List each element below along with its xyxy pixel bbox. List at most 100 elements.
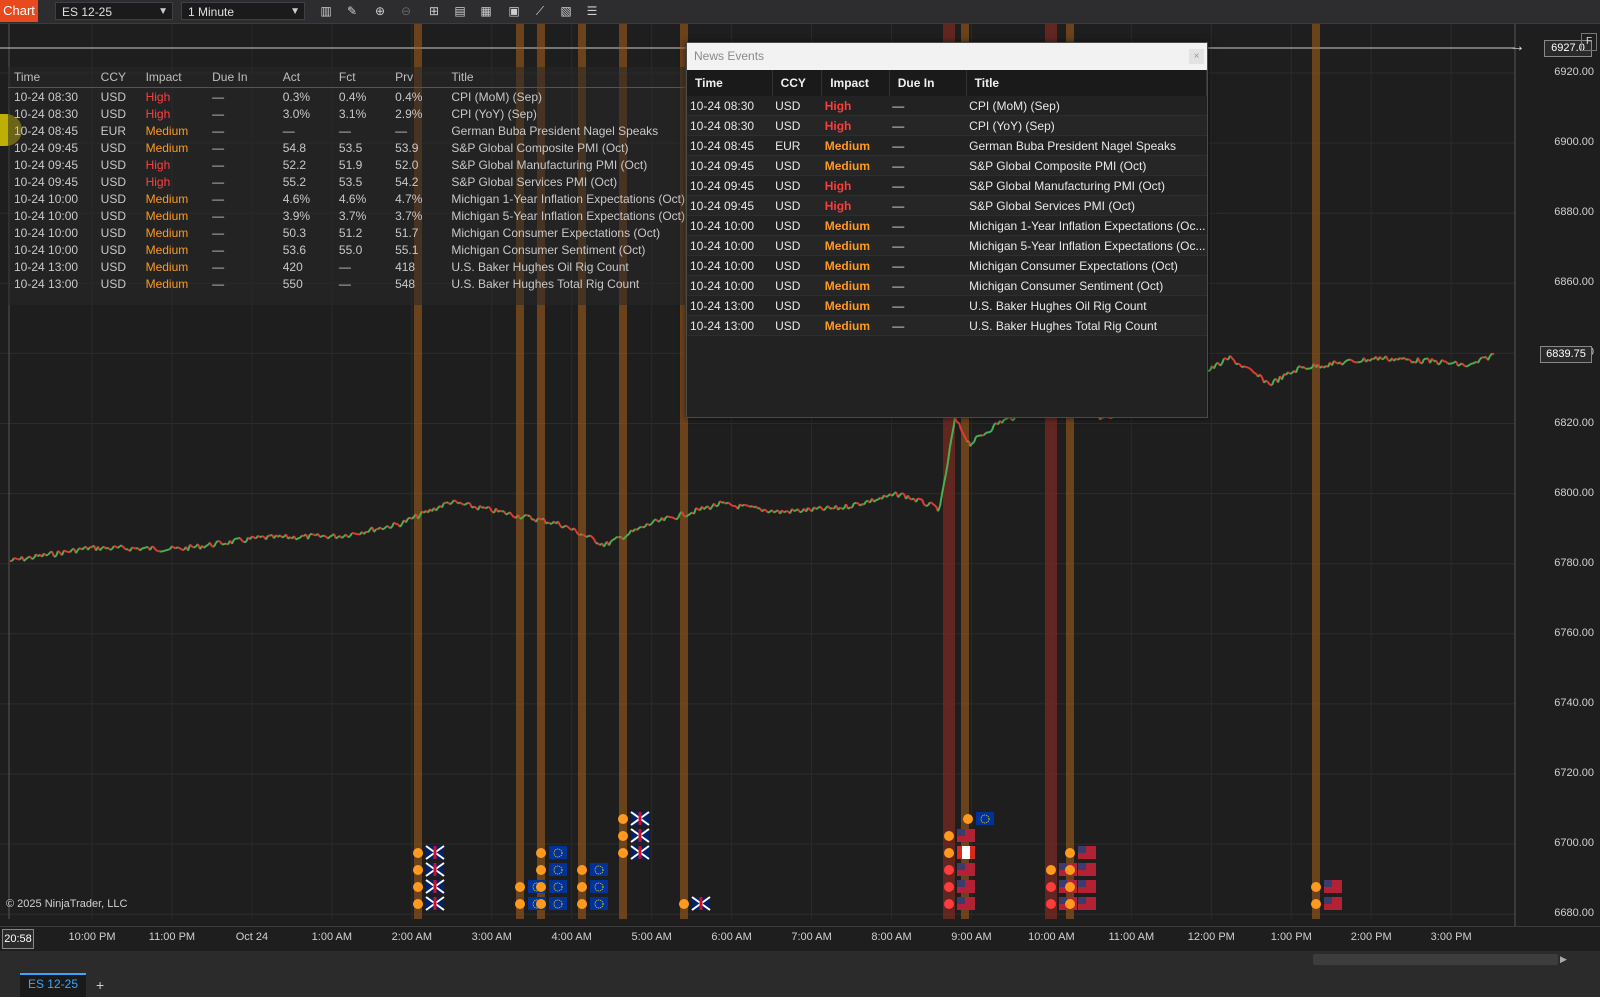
news-col-ccy[interactable]: CCY (772, 70, 823, 96)
time-axis[interactable]: 20:58 10:00 PM 11:00 PM Oct 24 1:00 AM 2:00 … (0, 926, 1600, 951)
price-candle (749, 505, 753, 508)
templates-icon[interactable]: ▦ (480, 4, 492, 18)
time-label: 12:00 PM (1187, 931, 1235, 943)
overlay-cell-due: — (212, 208, 225, 223)
news-row[interactable]: 10-24 09:45 USD High — S&P Global Manufactur… (687, 175, 1207, 196)
price-candle (713, 502, 717, 507)
overlay-col-time: Time (8, 67, 95, 88)
price-candle (725, 501, 729, 505)
price-candle (642, 525, 646, 529)
price-candle (632, 528, 636, 533)
drawing-pencil-icon[interactable]: ✎ (346, 4, 358, 18)
price-candle (709, 506, 713, 511)
price-candle (299, 534, 303, 539)
price-candle (929, 501, 933, 505)
overlay-cell-time: 10-24 08:45 (14, 123, 79, 138)
price-candle (807, 507, 811, 511)
eu-flag-icon (549, 863, 567, 876)
overlay-cell-ccy: USD (100, 140, 127, 155)
news-row[interactable]: 10-24 13:00 USD Medium — U.S. Baker Hughes O… (687, 295, 1207, 316)
news-col-due[interactable]: Due In (889, 70, 967, 96)
news-col-title[interactable]: Title (966, 70, 1208, 96)
price-candle (899, 492, 903, 496)
price-candle (705, 505, 709, 509)
close-icon[interactable]: × (1189, 49, 1204, 64)
event-dot (1065, 848, 1075, 858)
indicators-icon[interactable]: ⟋ (535, 4, 545, 18)
price-candle (437, 505, 441, 509)
eu-flag-stars (594, 899, 604, 909)
instrument-selector[interactable]: ES 12-25 ▼ (55, 2, 173, 20)
price-candle (991, 424, 995, 431)
overlay-cell-time: 10-24 08:30 (14, 106, 79, 121)
price-label: 6760.00 (1554, 626, 1594, 639)
add-tab-icon[interactable]: + (96, 977, 105, 993)
news-row[interactable]: 10-24 13:00 USD Medium — U.S. Baker Hughes T… (687, 315, 1207, 336)
news-row[interactable]: 10-24 10:00 USD Medium — Michigan 5-Year Inf… (687, 235, 1207, 256)
price-label: 6880.00 (1554, 206, 1594, 219)
overlay-row: 10-24 08:30 USD High — 3.0% 3.1% 2.9% CPI (YoY)… (8, 105, 685, 122)
news-row[interactable]: 10-24 08:30 USD High — CPI (YoY) (Sep) (687, 115, 1207, 136)
price-candle (901, 492, 905, 495)
horizontal-scrollbar[interactable] (1313, 954, 1558, 965)
bars-type-icon[interactable]: ▥ (320, 4, 332, 18)
news-window-titlebar[interactable]: News Events × (687, 43, 1207, 70)
overlay-row: 10-24 09:45 USD High — 52.2 51.9 52.0 S&P Globa… (8, 156, 685, 173)
news-row[interactable]: 10-24 09:45 USD Medium — S&P Global Composit… (687, 155, 1207, 176)
instrument-tab[interactable]: ES 12-25 (20, 973, 86, 997)
us-flag-canton (957, 829, 965, 836)
overlay-cell-time: 10-24 13:00 (14, 259, 79, 274)
price-candle (567, 526, 571, 530)
price-candle (521, 515, 525, 519)
timeframe-selector[interactable]: 1 Minute ▼ (181, 2, 305, 20)
f-button[interactable]: F (1581, 33, 1597, 51)
eu-flag-icon (549, 846, 567, 859)
chart-app-tab[interactable]: Chart (0, 0, 38, 22)
price-label: 6720.00 (1554, 767, 1594, 779)
event-band-medium (680, 24, 688, 919)
price-candle (215, 540, 219, 544)
price-candle (1235, 362, 1239, 366)
overlay-cell-fct: 55.0 (338, 242, 363, 257)
news-row[interactable]: 10-24 08:30 USD High — CPI (MoM) (Sep) (687, 96, 1207, 116)
zoom-out-icon[interactable]: ⊖ (400, 4, 412, 18)
time-label: Oct 24 (235, 931, 269, 943)
zoom-in-icon[interactable]: ⊕ (374, 4, 386, 18)
price-candle (279, 534, 283, 538)
news-row[interactable]: 10-24 08:45 EUR Medium — German Buba Preside… (687, 135, 1207, 156)
strategies-icon[interactable]: ▣ (508, 4, 520, 18)
list-icon[interactable]: ☰ (586, 4, 598, 18)
price-candle (1409, 359, 1413, 364)
price-candle (81, 547, 85, 551)
price-candle (941, 483, 945, 495)
price-candle (417, 514, 421, 520)
news-cell-impact: High (821, 115, 890, 136)
price-candle (115, 545, 119, 549)
properties-icon[interactable]: ▧ (560, 4, 572, 18)
news-col-impact[interactable]: Impact (821, 70, 890, 96)
news-row[interactable]: 10-24 10:00 USD Medium — Michigan 1-Year Inf… (687, 215, 1207, 236)
price-candle (1243, 365, 1247, 369)
news-cell-title: Michigan 1-Year Inflation Expectations (… (966, 215, 1207, 236)
time-label: 1:00 PM (1270, 931, 1312, 943)
crosshair-icon[interactable]: ⊞ (428, 4, 440, 18)
price-candle (1459, 362, 1463, 366)
news-cell-impact: High (821, 96, 890, 116)
price-candle (1425, 357, 1429, 360)
news-events-window[interactable]: News Events × Time CCY Impact Due In Tit… (686, 42, 1208, 418)
data-box-icon[interactable]: ▤ (454, 4, 466, 18)
price-candle (1491, 352, 1495, 356)
news-col-time[interactable]: Time (687, 70, 773, 96)
news-row[interactable]: 10-24 10:00 USD Medium — Michigan Consumer S… (687, 275, 1207, 296)
us-flag-canton (1078, 880, 1086, 887)
price-candle (923, 503, 927, 507)
price-candle (1251, 369, 1255, 374)
scroll-right-icon[interactable]: ▶ (1560, 954, 1567, 964)
price-candle (535, 517, 539, 523)
news-row[interactable]: 10-24 09:45 USD High — S&P Global Services P… (687, 195, 1207, 216)
overlay-cell-fct: — (338, 123, 351, 138)
price-candle (973, 436, 977, 443)
price-candle (937, 505, 941, 512)
price-candle (485, 506, 489, 510)
news-row[interactable]: 10-24 10:00 USD Medium — Michigan Consumer E… (687, 255, 1207, 276)
